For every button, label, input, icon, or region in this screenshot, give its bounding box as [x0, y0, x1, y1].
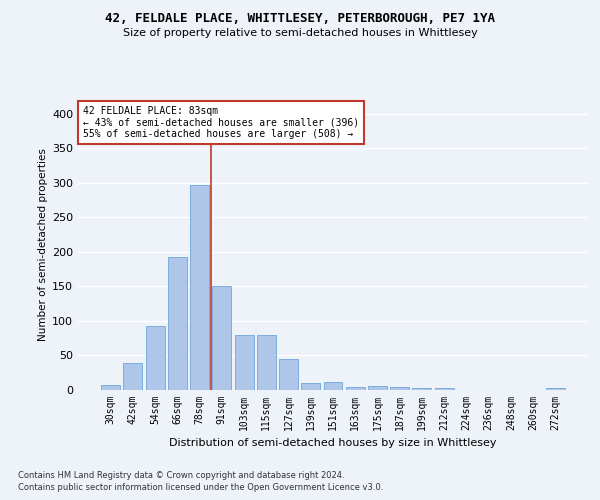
Text: 42, FELDALE PLACE, WHITTLESEY, PETERBOROUGH, PE7 1YA: 42, FELDALE PLACE, WHITTLESEY, PETERBORO…: [105, 12, 495, 26]
Text: Contains HM Land Registry data © Crown copyright and database right 2024.: Contains HM Land Registry data © Crown c…: [18, 471, 344, 480]
Bar: [235, 335, 254, 390]
Bar: [168, 258, 187, 390]
Bar: [101, 385, 120, 390]
Bar: [301, 383, 320, 390]
Text: Size of property relative to semi-detached houses in Whittlesey: Size of property relative to semi-detach…: [122, 28, 478, 38]
Bar: [390, 387, 409, 390]
Bar: [368, 386, 387, 390]
Bar: [346, 386, 365, 390]
Text: Contains public sector information licensed under the Open Government Licence v3: Contains public sector information licen…: [18, 484, 383, 492]
Bar: [412, 388, 431, 390]
Bar: [323, 382, 343, 390]
Bar: [190, 185, 209, 390]
Bar: [546, 388, 565, 390]
Bar: [124, 363, 142, 390]
X-axis label: Distribution of semi-detached houses by size in Whittlesey: Distribution of semi-detached houses by …: [169, 438, 497, 448]
Bar: [146, 326, 164, 390]
Bar: [435, 388, 454, 390]
Bar: [212, 286, 231, 390]
Y-axis label: Number of semi-detached properties: Number of semi-detached properties: [38, 148, 48, 342]
Bar: [257, 335, 276, 390]
Bar: [279, 359, 298, 390]
Text: 42 FELDALE PLACE: 83sqm
← 43% of semi-detached houses are smaller (396)
55% of s: 42 FELDALE PLACE: 83sqm ← 43% of semi-de…: [83, 106, 359, 139]
